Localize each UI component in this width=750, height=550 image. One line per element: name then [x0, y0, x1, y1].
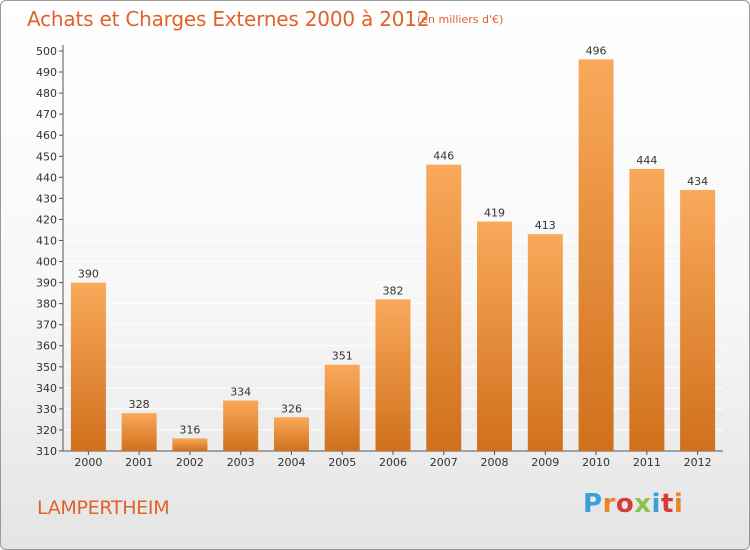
bar [70, 282, 106, 451]
y-tick-label: 330 [36, 403, 57, 416]
data-label: 446 [433, 150, 454, 163]
proxiti-logo[interactable]: Proxiti [583, 489, 683, 519]
data-label: 444 [636, 154, 657, 167]
x-tick-label: 2003 [227, 456, 255, 469]
y-tick-label: 400 [36, 256, 57, 269]
data-label: 382 [383, 284, 404, 297]
x-tick-label: 2001 [125, 456, 153, 469]
logo-letter: x [634, 489, 652, 519]
bar [121, 413, 157, 451]
logo-letter: i [673, 489, 684, 519]
bar [324, 364, 360, 451]
x-tick-label: 2005 [328, 456, 356, 469]
x-tick-label: 2000 [74, 456, 102, 469]
chart-title: Achats et Charges Externes 2000 à 2012 [27, 7, 430, 31]
x-tick-label: 2002 [176, 456, 204, 469]
bar [375, 299, 411, 451]
bar [629, 168, 665, 452]
logo-letter: i [651, 489, 661, 519]
logo-letter: r [602, 489, 616, 519]
data-label: 328 [129, 398, 150, 411]
x-tick-label: 2006 [379, 456, 407, 469]
city-label: LAMPERTHEIM [37, 497, 170, 519]
data-label: 316 [179, 423, 200, 436]
y-tick-label: 310 [36, 445, 57, 458]
y-tick-label: 490 [36, 66, 57, 79]
x-tick-label: 2007 [430, 456, 458, 469]
y-tick-label: 480 [36, 87, 57, 100]
bar [273, 417, 309, 451]
bar [527, 234, 563, 451]
bars [70, 59, 716, 452]
data-label: 434 [687, 175, 708, 188]
x-tick-label: 2009 [531, 456, 559, 469]
y-tick-label: 370 [36, 319, 57, 332]
y-tick-label: 340 [36, 382, 57, 395]
bar [172, 438, 208, 451]
logo-letter: P [583, 489, 603, 519]
data-label: 413 [535, 219, 556, 232]
data-label: 496 [586, 44, 607, 57]
bar [426, 164, 462, 451]
y-tick-label: 440 [36, 171, 57, 184]
y-tick-label: 320 [36, 424, 57, 437]
data-label: 351 [332, 350, 353, 363]
x-tick-label: 2011 [633, 456, 661, 469]
y-tick-label: 430 [36, 192, 57, 205]
y-tick-label: 350 [36, 361, 57, 374]
y-tick-label: 380 [36, 298, 57, 311]
data-label: 326 [281, 402, 302, 415]
bar [680, 189, 716, 451]
data-label: 334 [230, 385, 251, 398]
y-tick-label: 470 [36, 108, 57, 121]
y-tick-label: 420 [36, 213, 57, 226]
logo-letter: o [615, 489, 635, 519]
axes: 310 320 330 340 350 360 370 380 390 400 410 420 430 4… [36, 45, 723, 469]
logo-letter: t [660, 489, 674, 519]
y-tick-label: 410 [36, 234, 57, 247]
x-tick-label: 2012 [684, 456, 712, 469]
y-tick-label: 360 [36, 340, 57, 353]
data-label: 390 [78, 268, 99, 281]
y-tick-label: 460 [36, 129, 57, 142]
data-label: 419 [484, 207, 505, 220]
bar [578, 59, 614, 451]
x-tick-label: 2004 [277, 456, 305, 469]
chart-subtitle: (en milliers d'€) [417, 13, 504, 26]
y-tick-label: 390 [36, 277, 57, 290]
y-tick-label: 500 [36, 45, 57, 58]
bar [223, 400, 259, 451]
data-labels: 390 328 316 334 326 351 382 446 419 413 496 444 434 [78, 44, 708, 436]
x-tick-label: 2010 [582, 456, 610, 469]
x-tick-label: 2008 [481, 456, 509, 469]
y-tick-label: 450 [36, 150, 57, 163]
bar [477, 221, 513, 451]
